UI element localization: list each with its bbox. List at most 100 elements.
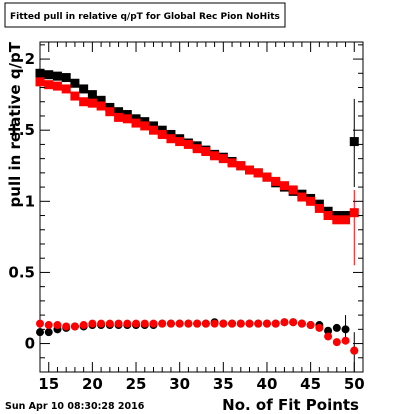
data-point-square [35, 77, 45, 87]
title-box-frame [4, 2, 286, 28]
data-point-square [166, 134, 176, 144]
data-point-circle [149, 319, 158, 328]
data-point-square [297, 192, 307, 202]
data-point-square [236, 161, 246, 171]
y-axis-title: pull in relative q/pT [6, 41, 24, 207]
data-point-square [314, 203, 324, 213]
data-point-circle [271, 319, 280, 328]
data-point-square [183, 139, 193, 149]
data-point-square [148, 125, 158, 135]
data-point-circle [341, 336, 350, 345]
data-point-circle [262, 319, 271, 328]
data-point-square [253, 168, 263, 178]
data-point-square [341, 215, 351, 225]
data-point-circle [140, 319, 149, 328]
data-point-circle [70, 322, 79, 331]
data-point-square [61, 84, 71, 94]
data-markers [35, 68, 359, 355]
data-point-square [218, 154, 228, 164]
data-point-circle [184, 319, 193, 328]
x-tick-label: 45 [300, 375, 321, 393]
data-point-circle [324, 332, 333, 341]
data-point-circle [245, 319, 254, 328]
data-point-circle [79, 321, 88, 330]
data-point-square [349, 208, 359, 218]
data-point-circle [44, 328, 53, 337]
data-point-square [245, 165, 255, 175]
data-point-square [323, 211, 333, 221]
data-point-square [114, 112, 124, 122]
data-point-circle [289, 318, 298, 327]
data-point-circle [306, 321, 315, 330]
data-point-square [96, 95, 106, 105]
data-point-circle [175, 319, 184, 328]
data-point-square [288, 185, 298, 195]
data-point-circle [332, 338, 341, 347]
data-point-circle [341, 325, 350, 334]
data-point-circle [280, 318, 289, 327]
data-point-square [192, 144, 202, 154]
x-tick-label: 25 [126, 375, 147, 393]
data-point-circle [201, 319, 210, 328]
data-point-circle [193, 319, 202, 328]
data-point-square [140, 121, 150, 131]
x-tick-label: 20 [82, 375, 103, 393]
data-point-square [349, 137, 359, 147]
data-point-square [70, 91, 80, 101]
data-point-square [44, 80, 54, 90]
data-point-circle [44, 321, 53, 330]
data-point-square [306, 196, 316, 206]
data-point-circle [236, 319, 245, 328]
data-point-circle [254, 319, 263, 328]
data-point-square [52, 71, 62, 81]
timestamp: Sun Apr 10 08:30:28 2016 [5, 401, 145, 412]
chart-title: Fitted pull in relative q/pT for Global … [10, 12, 280, 22]
data-point-circle [114, 319, 123, 328]
data-point-circle [228, 319, 237, 328]
data-point-circle [158, 319, 167, 328]
data-point-circle [36, 319, 44, 328]
data-point-circle [219, 319, 228, 328]
data-point-circle [315, 323, 324, 332]
data-point-square [131, 118, 141, 128]
data-point-circle [62, 322, 71, 331]
data-point-square [87, 90, 97, 100]
data-point-square [61, 73, 71, 83]
axis-ticks: 15 20 25 30 35 40 45 50 0 0.5 1 1.5 2 [8, 42, 365, 393]
data-point-square [70, 78, 80, 88]
data-point-circle [210, 319, 219, 328]
y-tick-label: 0 [25, 335, 35, 353]
data-point-circle [97, 319, 106, 328]
y-tick-label: 2 [25, 50, 35, 68]
y-tick-label: 1 [25, 192, 35, 210]
data-point-square [201, 147, 211, 157]
data-point-square [279, 181, 289, 191]
data-point-square [96, 101, 106, 111]
data-point-square [87, 98, 97, 108]
data-point-square [79, 84, 89, 94]
data-point-circle [132, 319, 141, 328]
data-point-square [227, 158, 237, 168]
data-point-square [210, 151, 220, 161]
data-point-square [44, 70, 54, 80]
title-box: Fitted pull in relative q/pT for Global … [4, 2, 286, 28]
data-point-square [122, 114, 132, 124]
data-point-circle [105, 319, 114, 328]
x-tick-label: 50 [344, 375, 365, 393]
data-point-circle [53, 321, 62, 330]
data-point-square [271, 176, 281, 186]
data-point-square [79, 97, 89, 107]
x-tick-label: 40 [257, 375, 278, 393]
y-tick-label: 1.5 [8, 121, 35, 139]
y-tick-label: 0.5 [8, 263, 35, 281]
x-tick-label: 30 [169, 375, 190, 393]
x-tick-label: 35 [213, 375, 234, 393]
data-point-circle [297, 319, 306, 328]
data-point-square [114, 107, 124, 117]
data-point-circle [166, 319, 175, 328]
data-point-square [105, 107, 115, 117]
data-point-circle [350, 346, 359, 355]
x-axis-title: No. of Fit Points [222, 396, 359, 414]
data-point-circle [324, 326, 333, 335]
